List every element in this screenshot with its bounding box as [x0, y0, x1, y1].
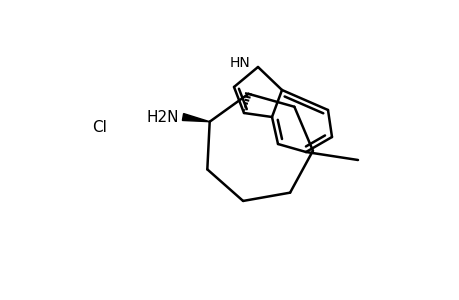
Text: HN: HN — [229, 56, 249, 70]
Text: Cl: Cl — [92, 119, 107, 134]
Text: H2N: H2N — [146, 110, 179, 124]
Polygon shape — [182, 114, 209, 122]
